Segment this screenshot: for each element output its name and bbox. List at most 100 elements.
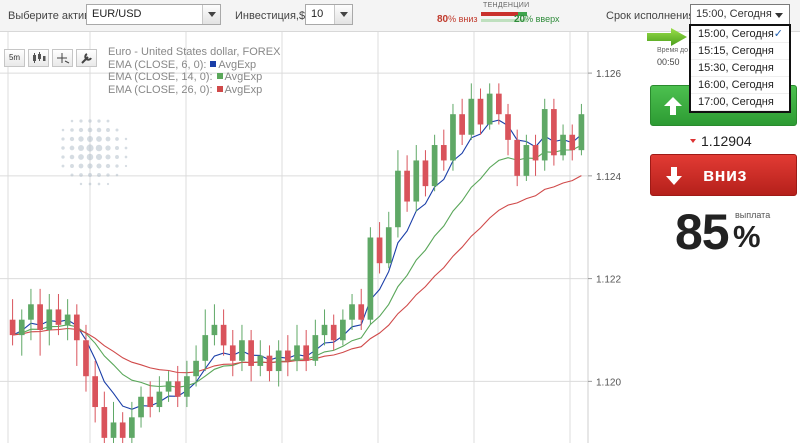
timeframe-button[interactable]: 5m <box>4 49 25 67</box>
investment-label: Инвестиция,$ <box>235 10 306 22</box>
globe-dot <box>106 128 110 132</box>
candles-button[interactable] <box>28 49 49 67</box>
globe-dot <box>105 136 111 142</box>
current-price-value: 1.12904 <box>701 133 752 149</box>
candle-body <box>578 114 585 151</box>
candle-body <box>514 139 521 176</box>
crosshair-button[interactable] <box>52 49 73 67</box>
legend-ema26-swatch <box>216 85 223 92</box>
crosshair-icon <box>56 53 69 64</box>
globe-dot <box>96 163 102 169</box>
chevron-down-icon[interactable] <box>202 5 220 24</box>
candle-body <box>523 145 530 176</box>
trend-up-pct: 20 <box>514 14 526 25</box>
globe-dot <box>106 119 110 123</box>
globe-dot <box>61 155 65 159</box>
y-axis: 1.126 1.124 1.122 1.120 <box>587 32 621 443</box>
candle-body <box>129 417 135 438</box>
candle-body <box>431 145 438 187</box>
price-down-indicator-icon <box>690 139 696 143</box>
legend-ema14: EMA (CLOSE, 14, 0): AvgExp <box>108 71 280 84</box>
trend-up-unit: % вверх <box>525 14 560 24</box>
globe-logo-icon <box>61 119 128 186</box>
globe-dot <box>69 136 75 142</box>
candle-body <box>551 109 557 156</box>
payout-unit: % <box>733 219 761 254</box>
candle-body <box>211 324 218 336</box>
globe-dot <box>69 154 75 160</box>
globe-dot <box>115 164 119 168</box>
wrench-icon <box>80 53 92 64</box>
trend-bar <box>481 12 527 16</box>
candle-body <box>18 319 25 336</box>
globe-dot <box>106 182 110 186</box>
expiry-countdown: 00:50 <box>657 57 680 67</box>
globe-dot <box>70 119 74 123</box>
expiry-option-label: 15:15, Сегодня <box>698 45 774 57</box>
globe-dot <box>124 146 128 150</box>
candle-body <box>459 114 465 135</box>
globe-dot <box>87 163 93 169</box>
globe-dot <box>69 145 75 151</box>
arrow-up-icon <box>664 97 682 115</box>
expiry-option[interactable]: 15:30, Сегодня <box>691 60 789 77</box>
globe-dot <box>86 153 94 161</box>
globe-dot <box>95 153 103 161</box>
candles <box>9 83 585 443</box>
asset-select[interactable]: EUR/USD <box>86 4 221 25</box>
candle-body <box>101 407 108 438</box>
globe-dot <box>87 172 93 178</box>
expiry-option-label: 16:00, Сегодня <box>698 79 774 91</box>
candle-body <box>174 381 181 397</box>
expiry-dropdown-list: 15:00, Сегодня ✓ 15:15, Сегодня 15:30, Сего… <box>689 24 791 113</box>
candle-body <box>358 304 365 320</box>
globe-dot <box>105 154 111 160</box>
candle-body <box>202 335 209 361</box>
globe-dot <box>97 182 101 186</box>
globe-dot <box>105 163 111 169</box>
chart-legend: Euro - United States dollar, FOREX EMA (… <box>108 46 280 96</box>
candle-body <box>541 109 548 161</box>
candle-body <box>37 304 43 330</box>
candle-body <box>385 227 392 264</box>
candle-body <box>404 170 410 202</box>
candle-body <box>266 355 273 372</box>
legend-ema6-label: EMA (CLOSE, 6, 0): <box>108 58 207 71</box>
candle-body <box>257 355 264 366</box>
candle-body <box>46 309 53 330</box>
put-down-button[interactable]: вниз <box>650 154 797 196</box>
y-tick-label: 1.126 <box>596 69 621 80</box>
candle-body <box>64 314 71 325</box>
settings-button[interactable] <box>76 49 97 67</box>
legend-ema26: EMA (CLOSE, 26, 0): AvgExp <box>108 84 280 97</box>
trend-bar-up-fill <box>517 12 527 16</box>
investment-select[interactable]: 10 <box>305 4 353 25</box>
legend-ema6: EMA (CLOSE, 6, 0): AvgExp <box>108 59 280 72</box>
candle-body <box>275 350 282 372</box>
expiry-option[interactable]: 17:00, Сегодня <box>691 94 789 111</box>
legend-ema26-label: EMA (CLOSE, 26, 0): <box>108 83 213 96</box>
expiry-option[interactable]: 15:15, Сегодня <box>691 43 789 60</box>
candle-body <box>239 340 245 361</box>
chevron-down-icon[interactable] <box>775 13 783 18</box>
globe-dot <box>61 137 65 141</box>
candle-body <box>422 160 429 187</box>
globe-dot <box>124 164 128 168</box>
candle-body <box>330 324 337 341</box>
expiry-label: Срок исполнения: <box>606 10 698 22</box>
expiry-option[interactable]: 16:00, Сегодня <box>691 77 789 94</box>
expiry-option-label: 15:00, Сегодня <box>698 28 774 40</box>
candle-body <box>486 93 493 125</box>
legend-ema6-swatch <box>210 60 217 67</box>
price-chart[interactable]: 1.126 1.124 1.122 1.120 <box>0 32 630 443</box>
payout-value: 85 <box>675 204 730 260</box>
expiry-select[interactable]: 15:00, Сегодня <box>690 4 790 25</box>
candle-body <box>119 422 126 438</box>
expiry-option[interactable]: 15:00, Сегодня ✓ <box>691 26 789 43</box>
candle-body <box>303 345 310 361</box>
globe-dot <box>61 164 65 168</box>
globe-dot <box>78 154 84 160</box>
chevron-down-icon[interactable] <box>334 5 352 24</box>
expiry-option-label: 15:30, Сегодня <box>698 62 774 74</box>
legend-ema14-label: EMA (CLOSE, 14, 0): <box>108 71 213 83</box>
